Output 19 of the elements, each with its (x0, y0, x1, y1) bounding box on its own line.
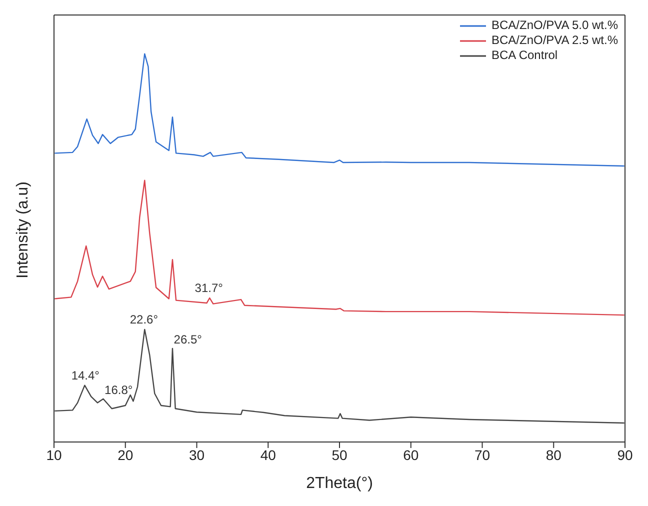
legend-label: BCA/ZnO/PVA 5.0 wt.% (492, 18, 618, 33)
x-tick-label: 80 (546, 446, 562, 463)
legend-label: BCA Control (492, 48, 558, 63)
annotation: 22.6° (130, 312, 158, 326)
x-tick-label: 70 (474, 446, 490, 463)
x-tick-label: 10 (46, 446, 62, 463)
x-axis-title: 2Theta(°) (306, 475, 373, 492)
legend-label: BCA/ZnO/PVA 2.5 wt.% (492, 33, 618, 48)
annotation: 16.8° (104, 383, 133, 398)
y-axis-title: Intensity (a.u) (14, 182, 32, 278)
x-tick-label: 50 (332, 446, 348, 463)
annotation: 26.5° (174, 332, 202, 347)
annotation: 14.4° (71, 368, 100, 382)
annotation: 31.7° (194, 280, 224, 295)
x-tick-label: 60 (403, 446, 419, 463)
x-tick-label: 20 (118, 446, 134, 463)
x-tick-label: 90 (617, 446, 633, 463)
x-tick-label: 30 (188, 446, 205, 463)
x-tick-label: 40 (260, 446, 276, 463)
